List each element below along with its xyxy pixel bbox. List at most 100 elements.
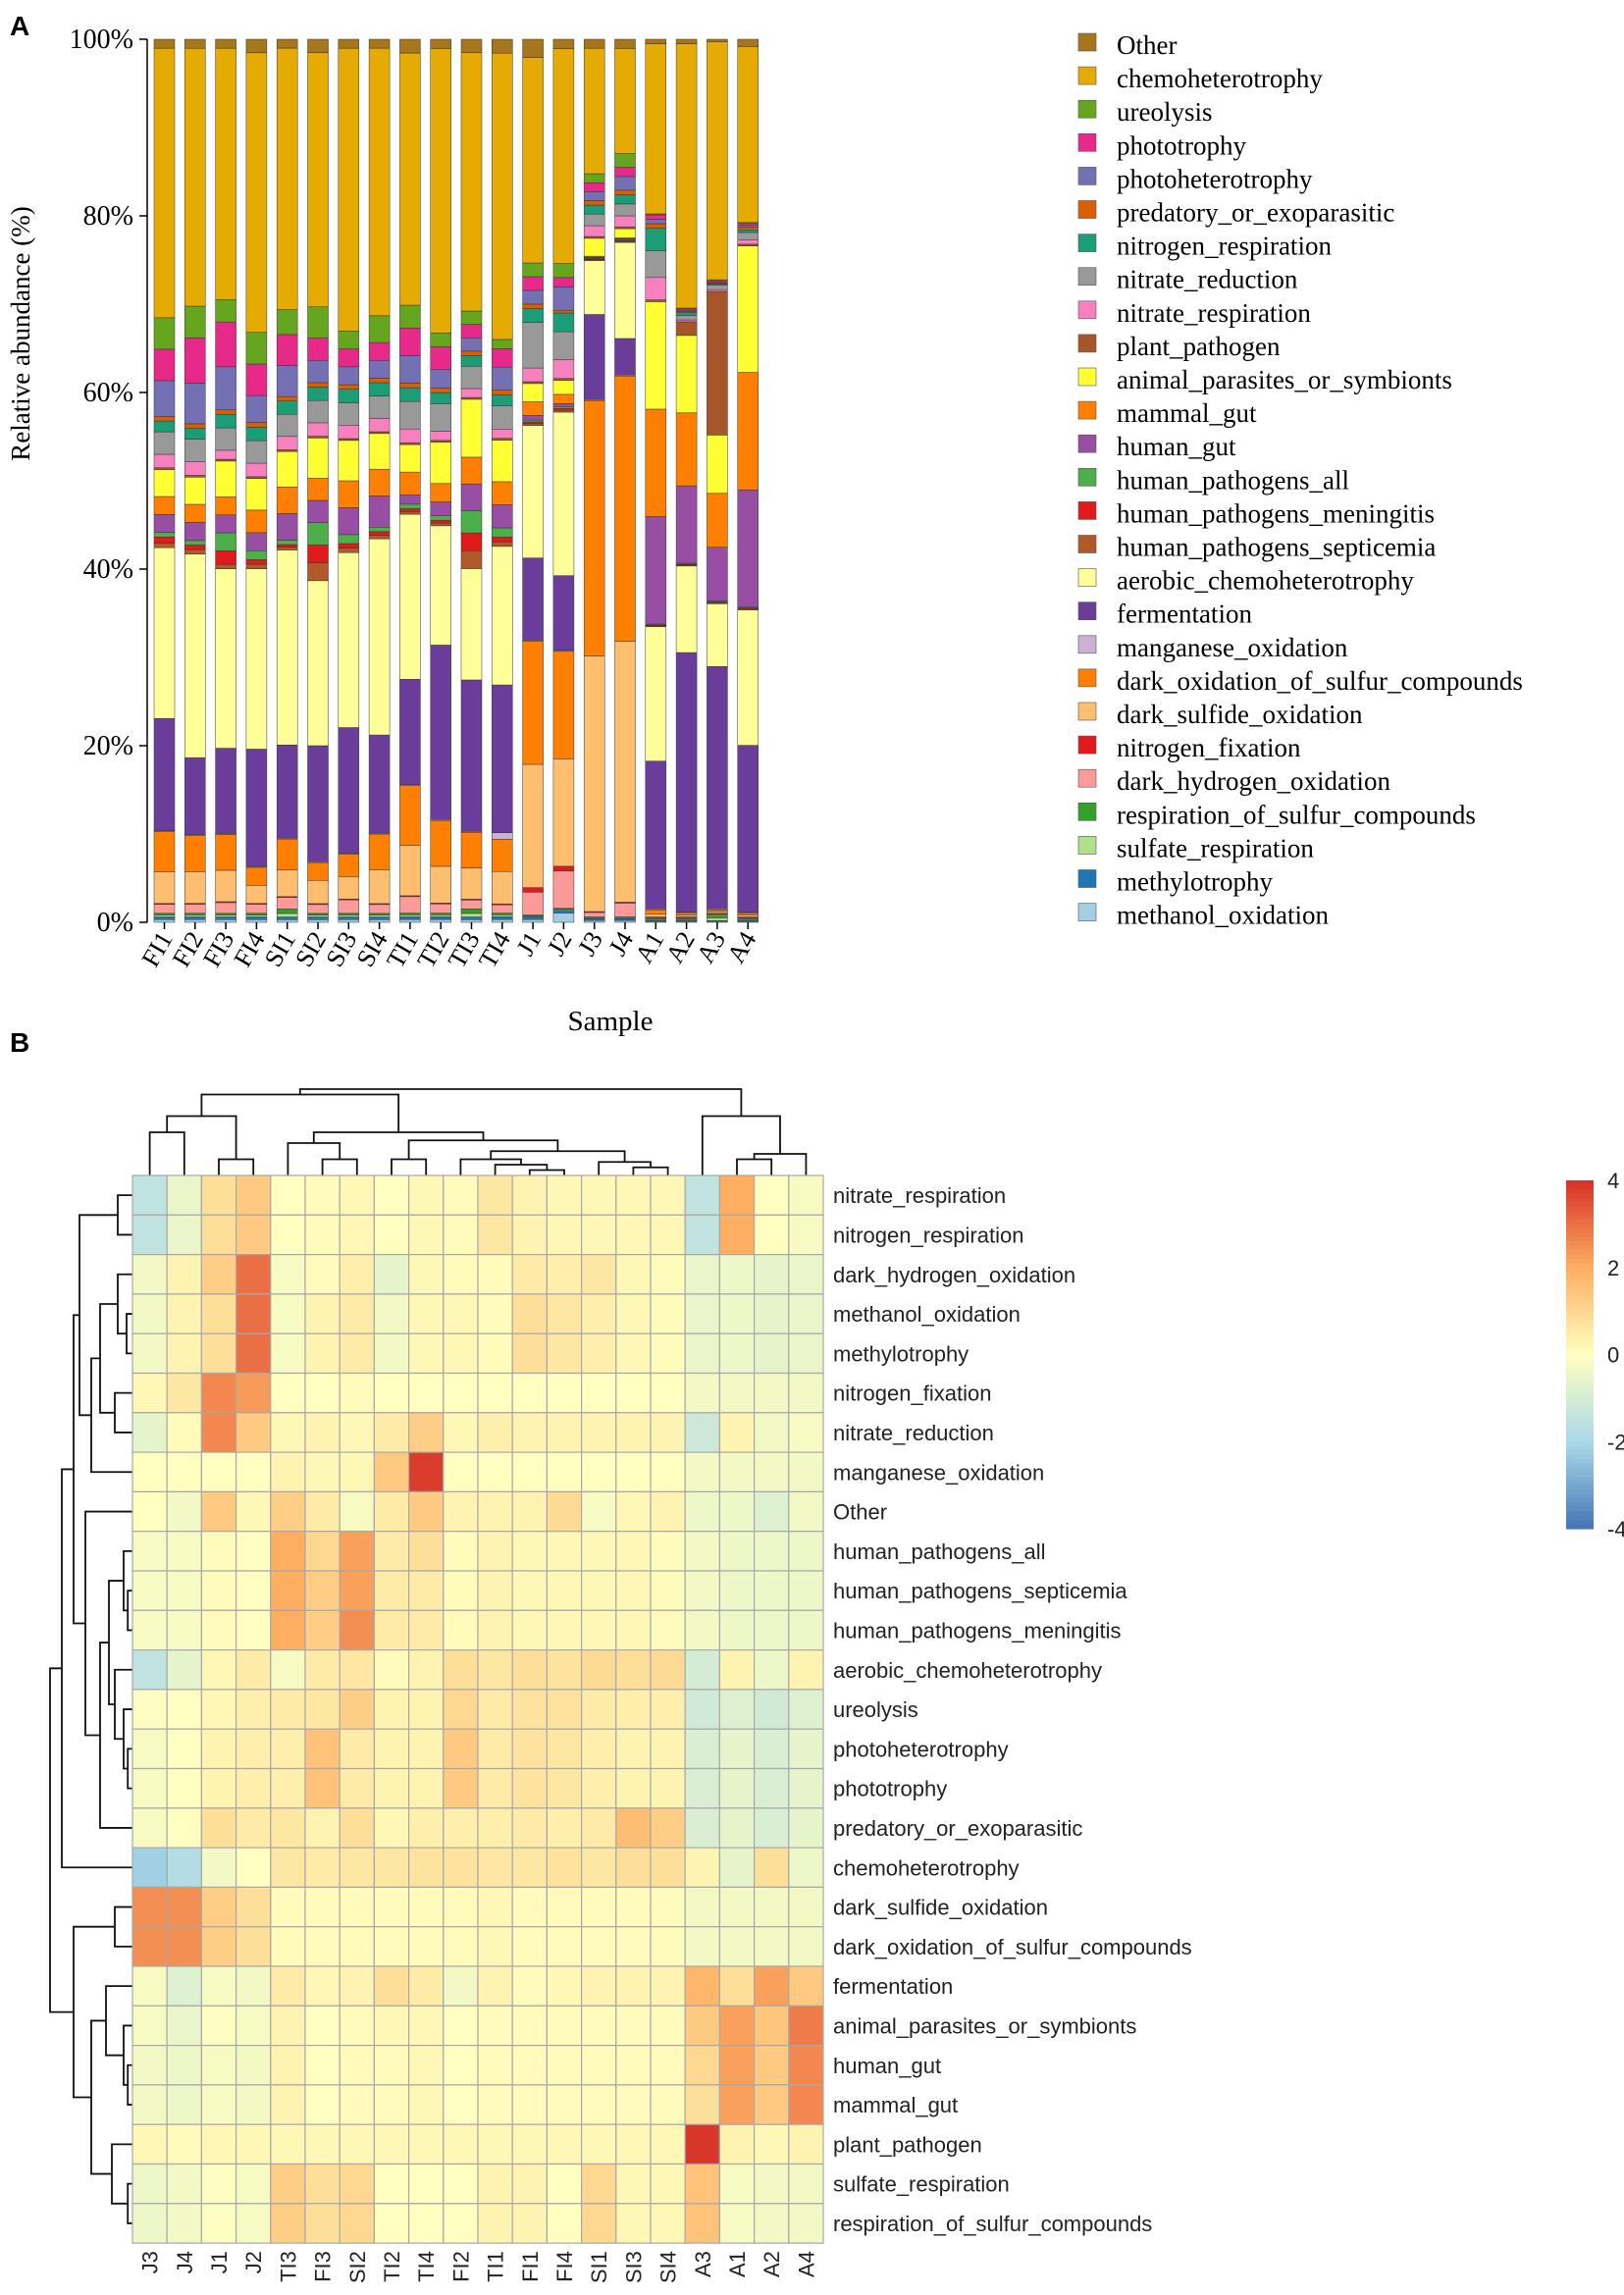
bar-segment-nitrate_reduction bbox=[707, 285, 728, 290]
heatmap-cell bbox=[753, 1490, 790, 1533]
bar-segment-photoheterotrophy bbox=[614, 176, 636, 191]
heatmap-cell bbox=[615, 2123, 652, 2165]
bar-segment-dark_sulfide_oxidation bbox=[153, 871, 176, 905]
heatmap-cell bbox=[443, 1372, 479, 1414]
heatmap-cell bbox=[684, 2123, 721, 2165]
bar-segment-ureolysis bbox=[430, 333, 451, 347]
colorbar-tick-label: 0 bbox=[1607, 1343, 1619, 1368]
heatmap-cell bbox=[477, 1728, 513, 1770]
heatmap-cell bbox=[650, 1214, 686, 1256]
legend-item: methanol_oxidation bbox=[1077, 901, 1329, 930]
bar-segment-ureolysis bbox=[368, 315, 391, 343]
bar-segment-dark_oxidation_of_sulfur_compounds bbox=[430, 819, 451, 867]
heatmap-cell bbox=[443, 2005, 479, 2047]
row-label: human_pathogens_all bbox=[833, 1539, 1046, 1564]
heatmap-row-methylotrophy bbox=[131, 1332, 824, 1375]
bar-segment-Other bbox=[552, 38, 575, 49]
heatmap-cell bbox=[546, 1609, 583, 1651]
heatmap-cell bbox=[200, 1807, 237, 1849]
heatmap-cell bbox=[511, 1689, 549, 1730]
bar-segment-respiration_of_sulfur_compounds bbox=[460, 909, 483, 914]
legend-item: sulfate_respiration bbox=[1077, 833, 1314, 862]
bar-segment-human_gut bbox=[737, 489, 759, 608]
bar-segment-dark_sulfide_oxidation bbox=[737, 914, 759, 917]
bar-segment-aerobic_chemoheterotrophy bbox=[583, 260, 605, 315]
heatmap-cell bbox=[408, 1926, 445, 1967]
legend-label: human_gut bbox=[1117, 432, 1236, 461]
heatmap-cell bbox=[270, 1689, 306, 1730]
bar-segment-Other bbox=[245, 38, 268, 54]
legend-label: Other bbox=[1117, 30, 1177, 60]
row-dendrogram bbox=[49, 1194, 132, 2224]
bar-segment-nitrogen_respiration bbox=[522, 308, 544, 323]
bar-segment-animal_parasites_or_symbionts bbox=[522, 383, 544, 402]
bar-segment-nitrogen_respiration bbox=[215, 414, 236, 429]
heatmap-cell bbox=[236, 1531, 272, 1572]
heatmap-cell bbox=[373, 1253, 410, 1295]
heatmap-cell bbox=[443, 2084, 479, 2125]
heatmap-cell bbox=[511, 1332, 549, 1375]
heatmap-cell bbox=[650, 1767, 686, 1809]
heatmap-cell bbox=[718, 1570, 756, 1611]
legend-item: dark_hydrogen_oxidation bbox=[1077, 766, 1390, 796]
bar-segment-chemoheterotrophy bbox=[215, 47, 236, 300]
stacked-bar-SI4 bbox=[368, 38, 391, 923]
heatmap-cell bbox=[200, 1253, 237, 1295]
bar-segment-animal_parasites_or_symbionts bbox=[276, 450, 298, 488]
bar-segment-animal_parasites_or_symbionts bbox=[184, 477, 206, 505]
bar-segment-nitrate_reduction bbox=[583, 213, 605, 227]
colorbar-band bbox=[1566, 1341, 1594, 1347]
column-label: SI3 bbox=[621, 2251, 646, 2283]
dendrogram-branch bbox=[111, 2143, 132, 2205]
colorbar-band bbox=[1566, 1224, 1594, 1229]
heatmap-cell bbox=[236, 1965, 272, 2007]
bar-segment-Other bbox=[338, 38, 360, 49]
heatmap-cell bbox=[373, 2005, 410, 2047]
heatmap-cell bbox=[580, 1372, 617, 1414]
bar-segment-ureolysis bbox=[153, 317, 176, 350]
heatmap-cell bbox=[373, 1174, 410, 1216]
bar-segment-nitrate_reduction bbox=[245, 440, 268, 464]
heatmap-cell bbox=[236, 2045, 272, 2086]
colorbar-band bbox=[1566, 1389, 1594, 1395]
heatmap-cell bbox=[753, 1412, 790, 1453]
heatmap-cell bbox=[236, 1174, 272, 1216]
heatmap-cell bbox=[200, 1570, 237, 1611]
heatmap-cell bbox=[408, 1767, 445, 1809]
bar-segment-dark_sulfide_oxidation bbox=[675, 914, 698, 917]
bar-segment-human_pathogens_all bbox=[184, 540, 206, 546]
heatmap-cell bbox=[443, 1648, 479, 1691]
heatmap-cell bbox=[373, 2203, 410, 2244]
heatmap-cell bbox=[270, 2123, 306, 2165]
colorbar-band bbox=[1566, 1197, 1594, 1203]
colorbar-band bbox=[1566, 1511, 1594, 1517]
bar-segment-plant_pathogen bbox=[184, 475, 206, 478]
heatmap-cell bbox=[580, 2163, 617, 2205]
heatmap-cell bbox=[650, 2163, 686, 2205]
bar-segment-dark_oxidation_of_sulfur_compounds bbox=[215, 834, 236, 871]
bar-segment-aerobic_chemoheterotrophy bbox=[614, 241, 636, 339]
colorbar-band bbox=[1566, 1467, 1594, 1473]
legend-swatch bbox=[1077, 334, 1097, 353]
heatmap-cell bbox=[753, 1332, 790, 1375]
heatmap-cell bbox=[408, 2045, 445, 2086]
bar-segment-nitrate_respiration bbox=[153, 453, 176, 468]
heatmap-cell bbox=[373, 1847, 410, 1888]
bar-segment-human_pathogens_meningitis bbox=[338, 543, 360, 548]
bar-segment-fermentation bbox=[645, 760, 667, 910]
heatmap-cell bbox=[477, 2123, 513, 2165]
colorbar-band bbox=[1566, 1454, 1594, 1460]
heatmap-cell bbox=[477, 2005, 513, 2047]
bar-segment-Other bbox=[368, 38, 391, 49]
bar-segment-ureolysis bbox=[338, 331, 360, 349]
heatmap-cell bbox=[373, 2163, 410, 2205]
colorbar-band bbox=[1566, 1241, 1594, 1247]
bar-segment-nitrate_reduction bbox=[492, 405, 513, 430]
colorbar-band bbox=[1566, 1376, 1594, 1382]
colorbar-band bbox=[1566, 1406, 1594, 1412]
bar-segment-mammal_gut bbox=[307, 478, 329, 501]
heatmap-cell bbox=[200, 2163, 237, 2205]
heatmap-cell bbox=[270, 1847, 306, 1888]
dendrogram-branch bbox=[108, 1580, 124, 1705]
heatmap-cell bbox=[788, 1847, 824, 1888]
